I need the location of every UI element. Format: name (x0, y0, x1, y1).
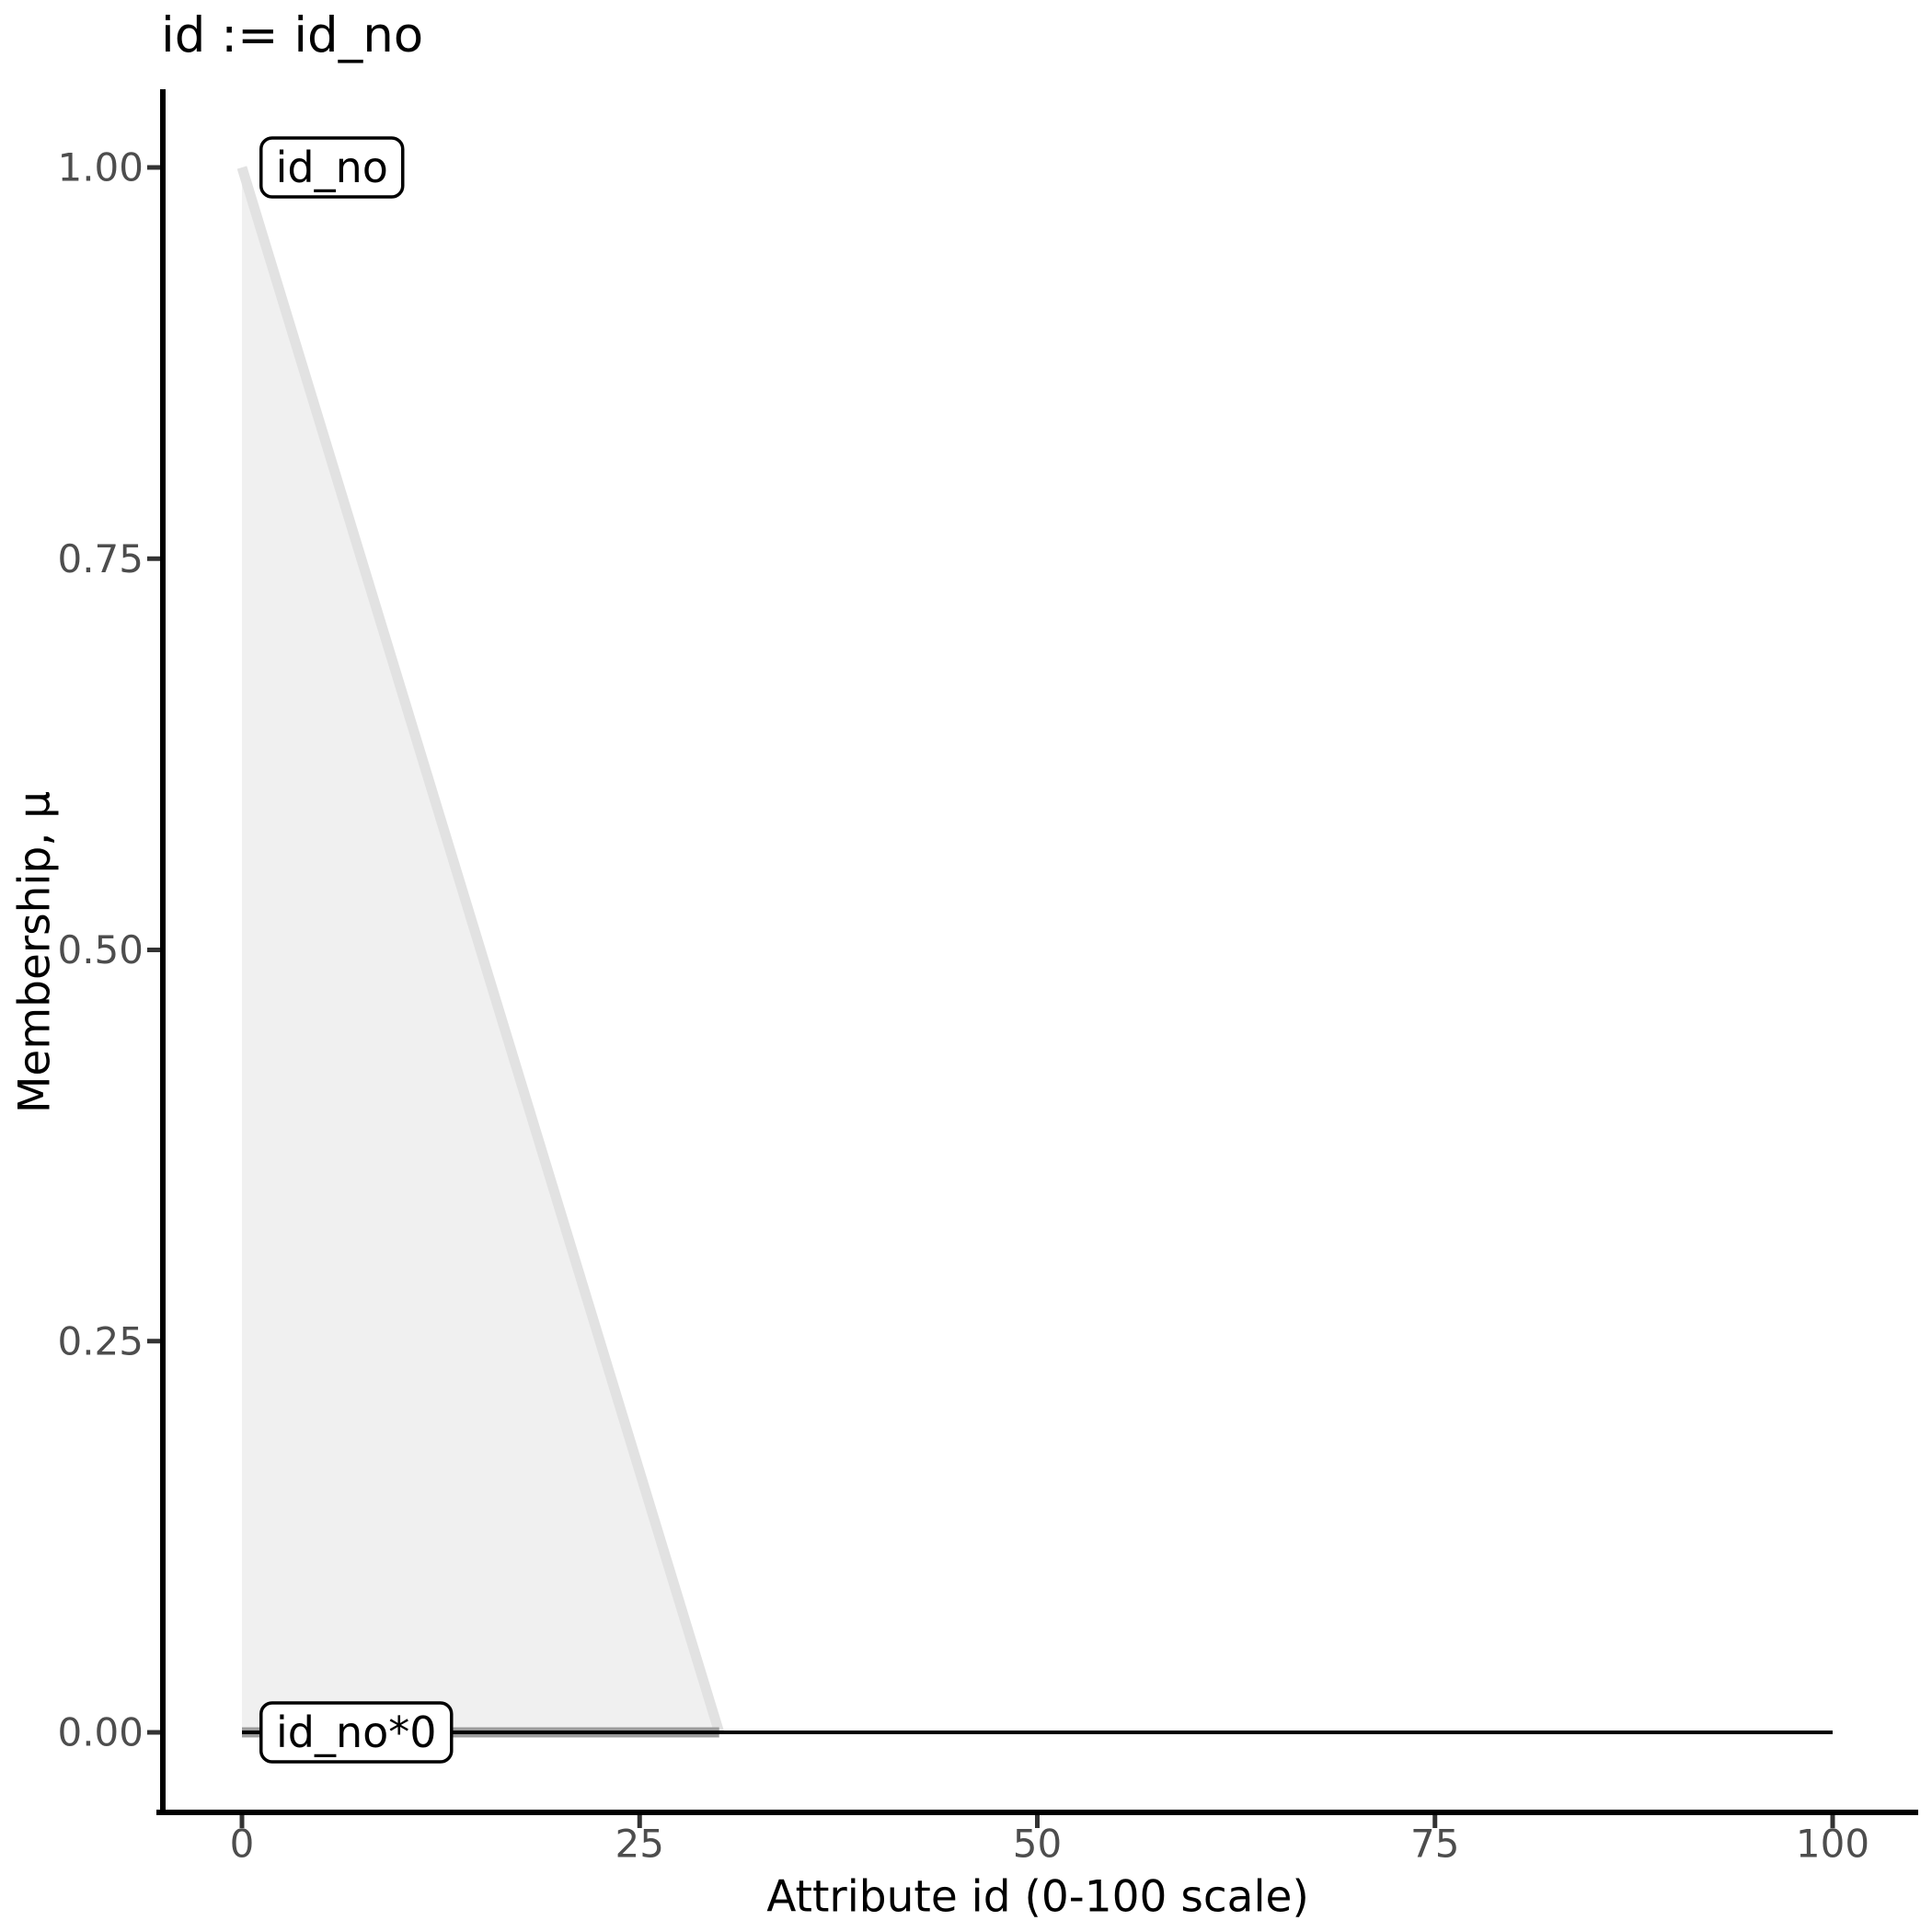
annotation-box (259, 1701, 454, 1764)
x-tick-label: 50 (1013, 1822, 1062, 1867)
x-tick-label: 100 (1796, 1822, 1869, 1867)
y-tick-label: 0.50 (57, 927, 144, 972)
y-axis-title: Membership, μ (9, 790, 61, 1114)
annotation-box (259, 136, 405, 199)
annotation-label: id_no (276, 143, 388, 192)
plot-title: id := id_no (161, 7, 424, 63)
y-tick-label: 0.00 (57, 1710, 144, 1755)
x-tick-label: 0 (230, 1822, 255, 1867)
mf-line-id_no (236, 166, 724, 1734)
x-axis-title: Attribute id (0-100 scale) (766, 1871, 1309, 1923)
x-tick-label: 75 (1410, 1822, 1459, 1867)
y-tick-label: 0.75 (57, 536, 144, 581)
y-tick-label: 1.00 (57, 145, 144, 190)
x-tick-label: 25 (615, 1822, 664, 1867)
annotation-label: id_no*0 (276, 1708, 437, 1757)
y-tick-label: 0.25 (57, 1318, 144, 1363)
